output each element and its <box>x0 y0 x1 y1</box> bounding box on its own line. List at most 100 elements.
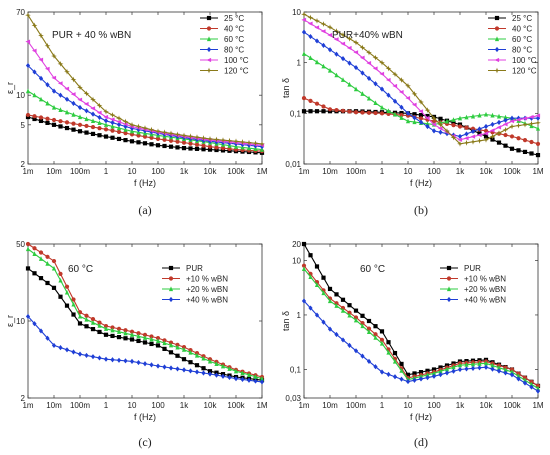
legend-marker <box>206 67 212 74</box>
data-point-interp <box>496 119 502 125</box>
data-point-interp <box>38 256 44 261</box>
data-point-interp <box>373 81 378 87</box>
data-point <box>483 131 489 136</box>
x-tick-label: 1k <box>180 401 189 410</box>
x-tick-label: 100k <box>503 401 521 410</box>
data-point-interp <box>214 147 219 153</box>
data-point-interp <box>253 378 258 384</box>
data-point-interp <box>38 276 44 281</box>
data-point-interp <box>110 135 115 140</box>
data-point <box>327 326 333 332</box>
legend-label: 25 °C <box>224 14 244 23</box>
data-point-interp <box>84 116 89 122</box>
data-point-interp <box>470 134 476 139</box>
data-point-interp <box>45 120 50 125</box>
data-point <box>155 363 161 369</box>
data-point <box>77 321 83 326</box>
data-point-interp <box>214 361 219 366</box>
data-point <box>483 136 489 143</box>
data-point <box>301 241 307 247</box>
data-point-interp <box>116 129 122 134</box>
x-tick-label: 100 <box>151 167 165 176</box>
data-point-interp <box>240 370 245 376</box>
data-point-interp <box>373 324 378 329</box>
x-tick-label: 10k <box>480 401 494 410</box>
data-point <box>405 82 411 89</box>
data-point-interp <box>194 146 200 151</box>
data-point-interp <box>90 118 96 124</box>
data-point-interp <box>38 250 44 255</box>
x-tick-label: 100m <box>70 401 90 410</box>
data-point-interp <box>516 373 521 379</box>
legend-marker <box>206 26 212 31</box>
data-point-interp <box>97 126 102 131</box>
x-tick-label: 1m <box>22 167 33 176</box>
data-point-interp <box>366 358 372 364</box>
data-point-interp <box>58 124 63 129</box>
chart-panel-a: 1m 10m 100m 1 10 100 1k 10k 100k 1M 2 5 10 70 f (Hz) ε_… <box>5 8 268 217</box>
data-point-interp <box>360 353 365 359</box>
data-point <box>181 347 187 352</box>
data-point-interp <box>188 141 193 146</box>
data-point <box>207 369 213 374</box>
data-point-interp <box>32 321 37 327</box>
data-point-interp <box>168 340 174 345</box>
x-tick-label: 1 <box>104 167 109 176</box>
data-point-interp <box>149 334 154 339</box>
x-tick-label: 100m <box>346 167 366 176</box>
data-point-interp <box>83 90 90 97</box>
data-point-interp <box>522 380 528 386</box>
data-point-interp <box>359 44 366 51</box>
data-point-interp <box>123 336 128 341</box>
data-point-interp <box>392 358 398 364</box>
data-point-interp <box>366 326 372 331</box>
data-point-interp <box>334 107 339 113</box>
legend-label: PUR <box>464 264 481 273</box>
data-point-interp <box>503 370 508 376</box>
data-point-interp <box>529 381 534 387</box>
data-point <box>25 246 31 252</box>
data-point-interp <box>214 372 219 378</box>
data-point-interp <box>334 72 339 78</box>
legend-label: PUR <box>186 264 203 273</box>
data-point <box>51 117 57 123</box>
data-point-interp <box>438 368 443 374</box>
data-point-interp <box>142 141 148 146</box>
data-point-interp <box>502 126 509 133</box>
data-point-interp <box>334 331 339 338</box>
data-point-interp <box>464 366 469 372</box>
x-tick-label: 100m <box>346 401 366 410</box>
data-point <box>103 356 109 362</box>
data-point <box>483 123 489 130</box>
y-tick-label: 1 <box>297 59 302 68</box>
chart-panel-b: 1m 10m 100m 1 10 100 1k 10k 100k 1M 0,01 0,1 1 10 f (H… <box>281 8 544 217</box>
data-point-interp <box>392 374 398 380</box>
data-point-interp <box>437 121 444 128</box>
x-tick-label: 10m <box>322 167 338 176</box>
x-tick-label: 1k <box>456 401 465 410</box>
legend-marker <box>494 36 500 42</box>
data-point <box>51 342 57 349</box>
data-point-interp <box>71 100 76 106</box>
data-point <box>301 266 307 271</box>
data-point-interp <box>122 122 128 127</box>
data-point-interp <box>64 303 70 308</box>
data-point-interp <box>142 125 148 131</box>
data-point-interp <box>347 303 352 308</box>
data-point-interp <box>463 139 470 146</box>
data-point-interp <box>360 91 365 96</box>
x-tick-label: 10k <box>480 167 494 176</box>
data-point-interp <box>84 123 89 129</box>
data-point <box>103 323 109 329</box>
data-point <box>129 139 135 144</box>
data-point-interp <box>64 96 70 102</box>
data-point <box>129 337 135 342</box>
data-point-interp <box>142 335 148 340</box>
data-point-interp <box>70 76 77 83</box>
data-point-interp <box>149 362 154 368</box>
data-point-interp <box>162 137 167 142</box>
data-point-interp <box>398 77 405 83</box>
data-point-interp <box>116 136 122 142</box>
data-point-interp <box>194 363 200 368</box>
